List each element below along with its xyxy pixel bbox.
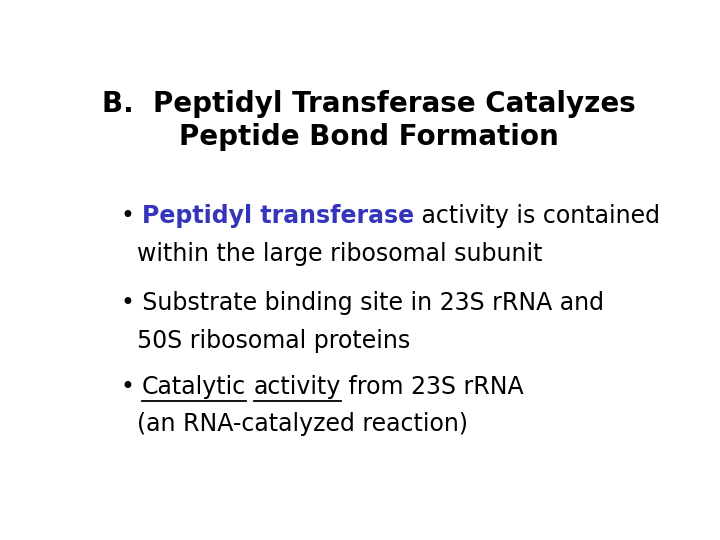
Text: • Substrate binding site in 23S rRNA and: • Substrate binding site in 23S rRNA and — [121, 292, 603, 315]
Text: (an RNA-catalyzed reaction): (an RNA-catalyzed reaction) — [138, 412, 469, 436]
Text: activity is contained: activity is contained — [414, 204, 660, 228]
Text: •: • — [121, 204, 142, 228]
Text: within the large ribosomal subunit: within the large ribosomal subunit — [138, 241, 543, 266]
Text: Catalytic: Catalytic — [142, 375, 246, 399]
Text: from 23S rRNA: from 23S rRNA — [341, 375, 524, 399]
Text: B.  Peptidyl Transferase Catalyzes
Peptide Bond Formation: B. Peptidyl Transferase Catalyzes Peptid… — [102, 90, 636, 151]
Text: •: • — [121, 375, 142, 399]
Text: 50S ribosomal proteins: 50S ribosomal proteins — [138, 329, 410, 353]
Text: Peptidyl transferase: Peptidyl transferase — [142, 204, 414, 228]
Text: activity: activity — [254, 375, 341, 399]
